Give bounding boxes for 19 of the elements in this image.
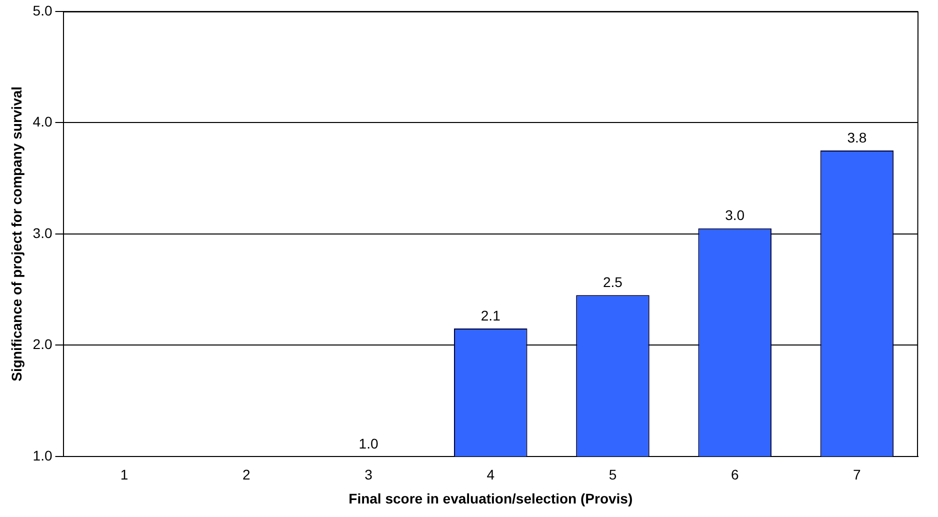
y-tick-label: 3.0: [32, 224, 52, 241]
y-axis-title: Significance of project for company survival: [8, 86, 24, 382]
x-tick-label: 4: [486, 466, 495, 483]
data-label: 3.0: [725, 207, 745, 224]
y-tick-label: 1.0: [32, 447, 52, 464]
x-tick-label: 7: [853, 466, 862, 483]
y-tick-label: 2.0: [32, 336, 52, 352]
data-label: 1.0: [358, 435, 378, 452]
x-tick-label: 1: [120, 466, 128, 483]
data-label: 2.1: [480, 307, 501, 324]
x-tick-label: 2: [242, 466, 251, 483]
x-tick-label: 3: [364, 466, 373, 483]
y-tick-label: 5.0: [32, 2, 52, 18]
y-tick-label: 4.0: [32, 114, 52, 130]
x-axis-title: Final score in evaluation/selection (Provis): [348, 490, 633, 506]
x-tick-label: 5: [608, 466, 617, 483]
data-label: 2.5: [603, 274, 623, 290]
data-label: 3.8: [847, 129, 867, 146]
x-tick-label: 6: [730, 466, 739, 483]
